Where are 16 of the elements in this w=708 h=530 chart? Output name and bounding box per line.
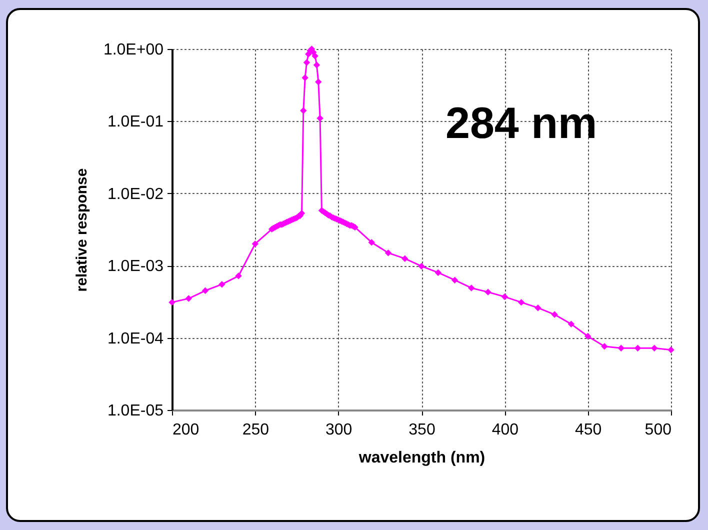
y-tick-label: 1.0E-02	[107, 186, 164, 203]
x-tick-label: 500	[644, 422, 672, 438]
x-tick-label: 350	[408, 422, 436, 438]
x-tick-label: 250	[242, 422, 270, 438]
y-tick-label: 1.0E-05	[107, 402, 164, 420]
x-tick-label: 450	[574, 422, 602, 438]
y-tick-label: 1.0E-04	[107, 330, 164, 348]
y-tick-label: 1.0E-01	[107, 114, 164, 131]
annotation: 284 nm	[445, 98, 598, 148]
x-axis-title: wavelength (nm)	[358, 450, 486, 466]
y-axis-title: relative response	[73, 168, 90, 292]
y-tick-label: 1.0E-03	[107, 258, 164, 276]
x-tick-label: 200	[172, 422, 200, 438]
x-tick-label: 300	[325, 422, 352, 438]
x-tick-label: 400	[492, 422, 519, 438]
y-tick-label: 1.0E+00	[103, 42, 164, 58]
